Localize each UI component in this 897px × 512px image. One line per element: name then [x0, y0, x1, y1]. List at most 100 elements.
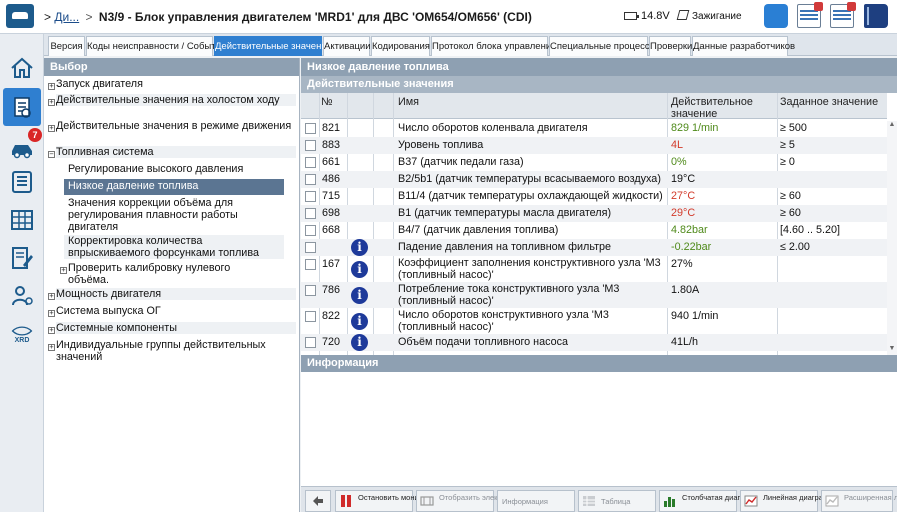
expand-icon[interactable]: +: [48, 124, 55, 132]
tree-item-system-components[interactable]: Системные компоненты: [56, 322, 296, 334]
tab-special-procedures[interactable]: Специальные процессы: [549, 36, 656, 56]
table-row[interactable]: 486 B2/5b1 (датчик температуры всасываем…: [301, 171, 887, 188]
info-icon[interactable]: i: [351, 261, 368, 278]
stop-monitoring-button[interactable]: Остановить мониторинг: [335, 490, 441, 512]
back-button[interactable]: [305, 490, 331, 512]
scroll-down-icon[interactable]: ▼: [888, 345, 896, 352]
manual-book-icon[interactable]: [864, 4, 888, 28]
scroll-up-icon[interactable]: ▲: [888, 121, 896, 128]
info-icon[interactable]: i: [351, 239, 368, 256]
tab-activations[interactable]: Активации: [323, 36, 371, 56]
column-header-name[interactable]: Имя: [398, 96, 420, 108]
tree-item-driving-values[interactable]: Действительные значения в режиме движени…: [56, 120, 292, 132]
column-header-number[interactable]: №: [321, 96, 333, 108]
grid-icon[interactable]: [6, 204, 38, 236]
row-name: Объём подачи топливного насоса: [398, 336, 569, 348]
expand-icon[interactable]: +: [48, 309, 55, 317]
home-icon[interactable]: [6, 52, 38, 84]
row-checkbox[interactable]: [305, 337, 316, 348]
tab-fault-codes[interactable]: Коды неисправности / События: [86, 36, 226, 56]
row-checkbox[interactable]: [305, 157, 316, 168]
app-logo[interactable]: [6, 4, 34, 28]
notification-badge: 7: [28, 128, 42, 142]
extended-line-chart-icon: [825, 495, 839, 507]
row-checkbox[interactable]: [305, 123, 316, 134]
tree-item-idle-values[interactable]: Действительные значения на холостом ходу: [56, 94, 296, 106]
edit-document-icon[interactable]: [6, 242, 38, 274]
info-icon[interactable]: i: [351, 313, 368, 330]
page-title: N3/9 - Блок управления двигателем 'MRD1'…: [98, 10, 532, 24]
tree-item-engine-power[interactable]: Мощность двигателя: [56, 288, 296, 300]
tab-codings[interactable]: Кодирования: [371, 36, 430, 56]
tree-item-low-fuel-pressure[interactable]: Низкое давление топлива: [64, 179, 284, 195]
column-header-target[interactable]: Заданное значение: [780, 96, 879, 108]
tree-item-fuel-system[interactable]: Топливная система: [56, 146, 296, 158]
tab-checks[interactable]: Проверки: [649, 36, 692, 56]
row-checkbox[interactable]: [305, 208, 316, 219]
information-label: Информация: [502, 497, 548, 506]
table-row[interactable]: 715 B11/4 (датчик температуры охлаждающе…: [301, 188, 887, 205]
xrd-icon[interactable]: XRD: [6, 318, 38, 350]
row-checkbox[interactable]: [305, 225, 316, 236]
column-header-actual[interactable]: Действительное значение: [671, 96, 753, 120]
table-row[interactable]: i Падение давления на топливном фильтре …: [301, 239, 887, 256]
tab-control-unit-log[interactable]: Протокол блока управления: [431, 36, 556, 56]
row-actual-value: 0%: [671, 156, 687, 168]
line-chart-button[interactable]: Линейная диаграмма: [740, 490, 837, 512]
document-print-icon[interactable]: [797, 2, 823, 28]
table-row[interactable]: i 167 Коэффициент заполнения конструктив…: [301, 256, 887, 282]
values-panel: Низкое давление топлива Действительные з…: [301, 58, 897, 486]
row-checkbox[interactable]: [305, 191, 316, 202]
chat-icon[interactable]: [764, 4, 788, 28]
collapse-icon[interactable]: −: [48, 150, 55, 158]
row-target-value: ≥ 60: [780, 190, 801, 202]
table-scrollbar[interactable]: ▲ ▼: [887, 121, 897, 355]
diagnosis-icon[interactable]: [3, 88, 41, 126]
bottom-toolbar: Остановить мониторинг Отобразить электро…: [301, 486, 897, 512]
show-schematic-button[interactable]: Отобразить электросхему.: [416, 490, 531, 512]
expand-icon[interactable]: +: [48, 98, 55, 106]
tree-item-high-pressure[interactable]: Регулирование высокого давления: [68, 163, 244, 175]
info-icon[interactable]: i: [351, 334, 368, 351]
tab-version[interactable]: Версия: [48, 36, 85, 56]
row-actual-value: 29°C: [671, 207, 696, 219]
expand-icon[interactable]: +: [48, 82, 55, 90]
tree-item-injection-correction[interactable]: Корректировка количества впрыскиваемого …: [64, 235, 284, 259]
tree-item-individual-groups[interactable]: Индивидуальные группы действительных зна…: [56, 339, 266, 363]
row-checkbox[interactable]: [305, 259, 316, 270]
row-checkbox[interactable]: [305, 174, 316, 185]
information-button[interactable]: Информация: [497, 490, 575, 512]
selection-header: Выбор: [44, 58, 299, 76]
table-row[interactable]: 821 Число оборотов коленвала двигателя 8…: [301, 120, 887, 137]
table-row[interactable]: 661 B37 (датчик педали газа) 0% ≥ 0: [301, 154, 887, 171]
service-person-icon[interactable]: [6, 280, 38, 312]
extended-line-chart-button[interactable]: Расширенная линейная...: [821, 490, 897, 512]
tab-developer-data[interactable]: Данные разработчиков: [692, 36, 795, 56]
breadcrumb-link[interactable]: Ди...: [54, 10, 80, 24]
tree-item-exhaust-system[interactable]: Система выпуска ОГ: [56, 305, 161, 317]
tab-actual-values[interactable]: Действительные значения: [214, 36, 332, 56]
table-row[interactable]: i 822 Число оборотов конструктивного узл…: [301, 308, 887, 334]
tree-item-zero-volume-calibration[interactable]: Проверить калибровку нулевого объёма.: [68, 262, 231, 286]
table-view-button[interactable]: Таблица: [578, 490, 656, 512]
table-row[interactable]: i 786 Потребление тока конструктивного у…: [301, 282, 887, 308]
table-row[interactable]: 668 B4/7 (датчик давления топлива) 4.82b…: [301, 222, 887, 239]
expand-icon[interactable]: +: [48, 292, 55, 300]
row-checkbox[interactable]: [305, 242, 316, 253]
tree-item-volume-correction[interactable]: Значения коррекции объёма для регулирова…: [68, 197, 238, 233]
row-checkbox[interactable]: [305, 311, 316, 322]
table-row[interactable]: 698 B1 (датчик температуры масла двигате…: [301, 205, 887, 222]
expand-icon[interactable]: +: [60, 266, 67, 274]
row-checkbox[interactable]: [305, 285, 316, 296]
vehicle-icon[interactable]: [6, 132, 38, 164]
bar-chart-button[interactable]: Столбчатая диаграмма: [659, 490, 763, 512]
row-checkbox[interactable]: [305, 140, 316, 151]
expand-icon[interactable]: +: [48, 326, 55, 334]
table-row[interactable]: i 720 Объём подачи топливного насоса 41L…: [301, 334, 887, 351]
tree-item-engine-start[interactable]: Запуск двигателя: [56, 78, 143, 90]
document-export-icon[interactable]: [830, 2, 856, 28]
table-row[interactable]: 883 Уровень топлива 4L ≥ 5: [301, 137, 887, 154]
expand-icon[interactable]: +: [48, 343, 55, 351]
list-icon[interactable]: [6, 166, 38, 198]
info-icon[interactable]: i: [351, 287, 368, 304]
